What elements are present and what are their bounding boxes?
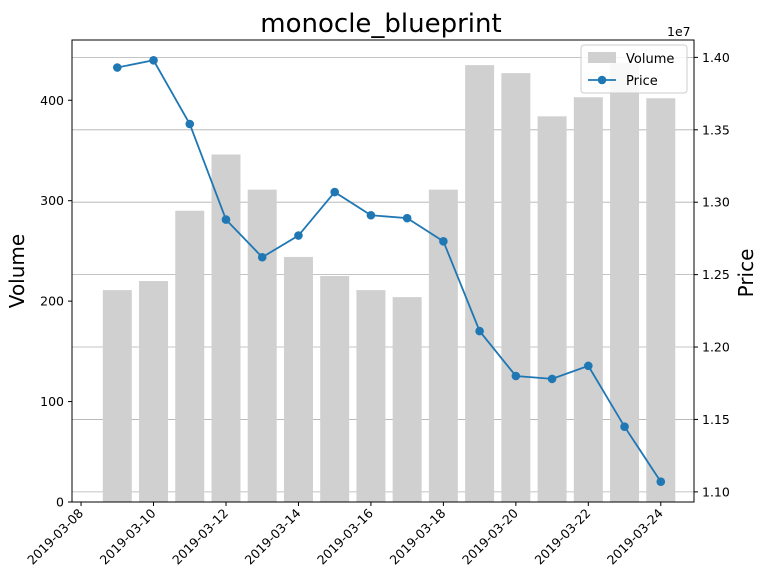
price-point — [656, 477, 666, 487]
price-point — [257, 252, 267, 262]
price-point — [221, 215, 231, 224]
y-right-tick-label: 1.20 — [702, 340, 730, 355]
volume-bar — [283, 256, 313, 502]
plot-frame — [71, 39, 695, 503]
legend-price-label: Price — [626, 74, 658, 89]
price-point — [620, 422, 629, 431]
y-left-tick-label: 100 — [40, 394, 64, 409]
right-axis: 1.10 1.15 1.20 1.25 1.30 1.35 1.40 — [694, 50, 730, 499]
y-right-tick-label: 1.30 — [702, 195, 730, 210]
y-left-tick-label: 300 — [40, 193, 64, 208]
price-point — [547, 374, 557, 384]
y-right-tick-label: 1.25 — [702, 267, 730, 282]
x-tick-label: 2019-03-22 — [531, 506, 593, 568]
x-tick-label: 2019-03-14 — [242, 505, 304, 567]
y-axis-right-title: Price — [734, 249, 758, 298]
volume-bar — [356, 290, 386, 502]
volume-bar — [175, 210, 205, 502]
price-point — [330, 187, 339, 197]
volume-bar — [573, 97, 603, 502]
y-left-tick-label: 400 — [40, 93, 64, 108]
price-point — [475, 326, 484, 336]
y-right-tick-label: 1.40 — [702, 50, 730, 65]
y-left-tick-label: 0 — [56, 495, 64, 510]
price-point — [584, 361, 593, 371]
legend-volume-swatch — [588, 52, 616, 63]
volume-bar — [139, 281, 169, 502]
price-point — [294, 231, 303, 240]
volume-bar — [501, 73, 531, 502]
price-point — [366, 210, 376, 220]
price-point — [149, 55, 158, 65]
chart-title: monocle_blueprint — [260, 9, 501, 39]
x-tick-label: 2019-03-24 — [604, 505, 666, 567]
volume-bar — [211, 154, 241, 502]
x-tick-label: 2019-03-10 — [97, 505, 159, 567]
price-point — [112, 63, 122, 72]
volume-bar — [247, 189, 277, 502]
price-point — [511, 371, 521, 381]
price-line-layer — [112, 55, 666, 487]
price-line — [117, 59, 662, 483]
volume-bar — [610, 63, 640, 502]
legend: Volume Price — [580, 44, 688, 94]
volume-bar — [646, 98, 676, 503]
volume-bar — [465, 65, 495, 502]
bottom-axis: 2019-03-08 2019-03-10 2019-03-12 2019-03-14… — [24, 502, 666, 567]
volume-bar — [320, 276, 350, 502]
x-tick-label: 2019-03-20 — [459, 505, 521, 567]
volume-bar — [102, 290, 132, 502]
volume-bars — [102, 63, 676, 503]
x-tick-label: 2019-03-12 — [169, 506, 231, 568]
volume-bar — [392, 297, 422, 502]
y-left-tick-label: 200 — [40, 294, 64, 309]
y-right-tick-label: 1.15 — [702, 412, 730, 427]
price-point — [439, 237, 448, 246]
price-point — [185, 119, 195, 129]
y-right-tick-label: 1.35 — [702, 122, 730, 137]
y-axis-left-title: Volume — [5, 234, 29, 308]
volume-bar — [428, 189, 458, 502]
legend-volume-label: Volume — [626, 52, 674, 67]
volume-bar — [537, 116, 567, 502]
y-right-tick-label: 1.10 — [702, 484, 730, 499]
price-point — [402, 213, 412, 223]
x-tick-label: 2019-03-18 — [387, 505, 449, 567]
left-axis: 0 100 200 300 400 — [40, 93, 72, 510]
legend-price-marker — [597, 75, 607, 85]
right-axis-offset-label: 1e7 — [667, 24, 691, 39]
x-tick-label: 2019-03-08 — [24, 505, 86, 567]
x-tick-label: 2019-03-16 — [314, 505, 376, 567]
